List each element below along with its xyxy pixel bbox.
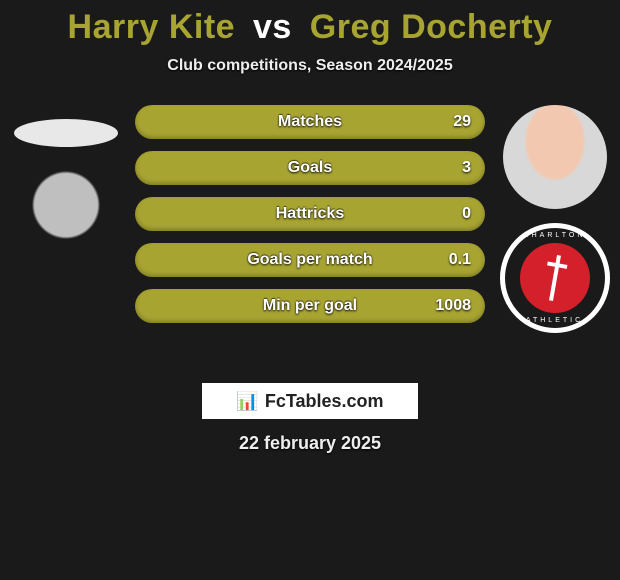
bar-value: 29 xyxy=(453,105,471,139)
player2-club-badge: CHARLTON ATHLETIC xyxy=(500,223,610,333)
bar-label: Min per goal xyxy=(135,289,485,323)
club-inner-circle xyxy=(520,243,590,313)
bar-row: Goals per match 0.1 xyxy=(135,243,485,277)
bar-row: Goals 3 xyxy=(135,151,485,185)
bar-row: Min per goal 1008 xyxy=(135,289,485,323)
player2-avatar xyxy=(503,105,607,209)
club-ring-text-bottom: ATHLETIC xyxy=(505,317,605,324)
bar-value: 3 xyxy=(462,151,471,185)
bar-label: Goals per match xyxy=(135,243,485,277)
chart-icon: 📊 xyxy=(236,391,258,412)
bar-label: Matches xyxy=(135,105,485,139)
bar-row: Matches 29 xyxy=(135,105,485,139)
logo-text: FcTables.com xyxy=(265,391,384,412)
bar-label: Goals xyxy=(135,151,485,185)
player2-name: Greg Docherty xyxy=(310,8,553,46)
bar-label: Hattricks xyxy=(135,197,485,231)
bar-value: 0.1 xyxy=(449,243,471,277)
club-ring-text-top: CHARLTON xyxy=(505,232,605,239)
date-text: 22 february 2025 xyxy=(0,433,620,454)
bar-row: Hattricks 0 xyxy=(135,197,485,231)
player1-name: Harry Kite xyxy=(68,8,236,46)
right-column: CHARLTON ATHLETIC xyxy=(497,105,612,333)
fctables-logo: 📊 FcTables.com xyxy=(202,383,418,419)
comparison-title: Harry Kite vs Greg Docherty xyxy=(0,0,620,47)
vs-text: vs xyxy=(253,8,292,46)
player1-avatar xyxy=(14,119,118,147)
bar-value: 0 xyxy=(462,197,471,231)
bar-value: 1008 xyxy=(435,289,471,323)
club-sword-icon xyxy=(549,255,561,301)
player1-club-badge xyxy=(14,165,118,245)
left-column xyxy=(8,105,123,245)
stat-bars: Matches 29 Goals 3 Hattricks 0 Goals per… xyxy=(135,105,485,335)
content-area: Matches 29 Goals 3 Hattricks 0 Goals per… xyxy=(0,105,620,365)
subtitle: Club competitions, Season 2024/2025 xyxy=(0,57,620,75)
